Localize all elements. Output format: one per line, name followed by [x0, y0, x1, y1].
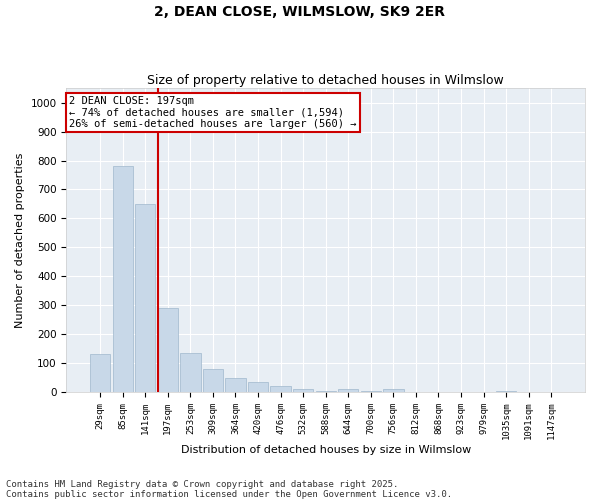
Y-axis label: Number of detached properties: Number of detached properties [15, 152, 25, 328]
X-axis label: Distribution of detached houses by size in Wilmslow: Distribution of detached houses by size … [181, 445, 471, 455]
Bar [203, 369, 223, 392]
Bar [90, 354, 110, 392]
Bar [113, 166, 133, 392]
Bar [316, 390, 336, 392]
Title: Size of property relative to detached houses in Wilmslow: Size of property relative to detached ho… [148, 74, 504, 87]
Bar [361, 390, 381, 392]
Bar [383, 389, 404, 392]
Text: Contains HM Land Registry data © Crown copyright and database right 2025.
Contai: Contains HM Land Registry data © Crown c… [6, 480, 452, 499]
Bar [496, 390, 517, 392]
Bar [180, 353, 200, 392]
Bar [158, 308, 178, 392]
Bar [248, 382, 268, 392]
Bar [271, 386, 291, 392]
Bar [226, 378, 245, 392]
Text: 2 DEAN CLOSE: 197sqm
← 74% of detached houses are smaller (1,594)
26% of semi-de: 2 DEAN CLOSE: 197sqm ← 74% of detached h… [69, 96, 356, 129]
Bar [338, 389, 358, 392]
Bar [293, 389, 313, 392]
Bar [135, 204, 155, 392]
Text: 2, DEAN CLOSE, WILMSLOW, SK9 2ER: 2, DEAN CLOSE, WILMSLOW, SK9 2ER [155, 5, 445, 19]
